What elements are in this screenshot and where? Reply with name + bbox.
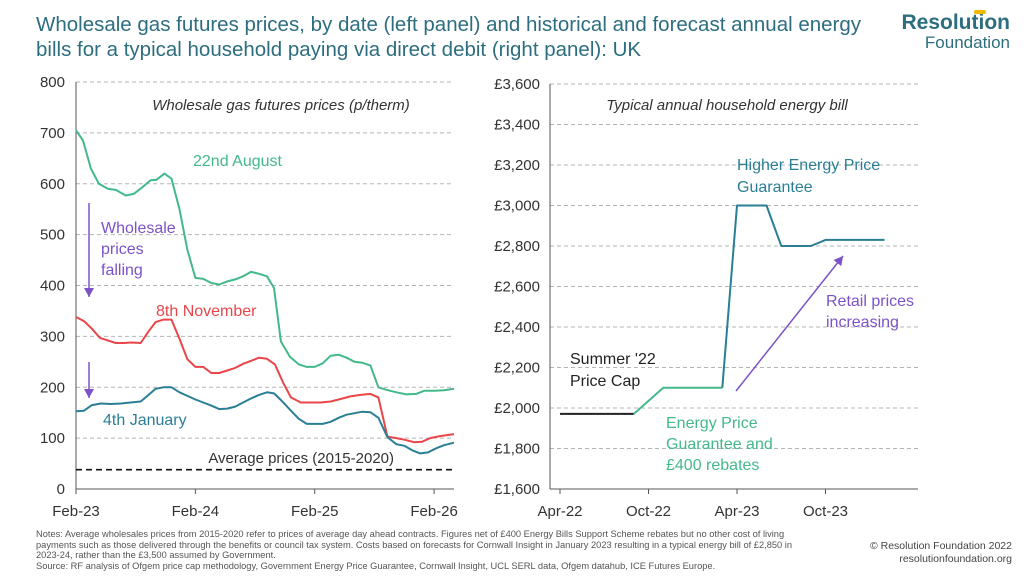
right-x-tick-label: Oct-23 xyxy=(803,503,848,520)
annotation-black: Summer '22 xyxy=(570,351,656,368)
annotation-wholesale-falling: Wholesale xyxy=(101,220,176,237)
resolution-foundation-logo: Resolution Foundation xyxy=(901,10,1011,52)
series-line-8th-november xyxy=(75,316,455,444)
left-y-tick-label: 800 xyxy=(40,74,65,91)
right-x-tick-label: Apr-22 xyxy=(537,503,582,520)
left-y-tick-label: 500 xyxy=(40,227,65,244)
left-y-tick-label: 200 xyxy=(40,379,65,396)
source-text: Source: RF analysis of Ofgem price cap m… xyxy=(36,560,716,571)
logo-accent xyxy=(974,10,986,14)
series-label: 8th November xyxy=(156,303,257,320)
right-y-tick-label: £3,200 xyxy=(494,157,540,174)
logo-line1: Resolution xyxy=(901,11,1011,34)
annotation-green: Guarantee and xyxy=(666,436,773,453)
left-y-tick-label: 100 xyxy=(40,430,65,447)
footer-notes: Notes: Average wholesales prices from 20… xyxy=(36,529,796,571)
left-y-tick-label: 600 xyxy=(40,176,65,193)
left-y-tick-label: 400 xyxy=(40,278,65,295)
left-y-tick-label: 300 xyxy=(40,328,65,345)
left-x-tick-label: Feb-25 xyxy=(291,503,339,520)
left-y-tick-label: 0 xyxy=(57,481,65,498)
annotation-black: Price Cap xyxy=(570,373,640,390)
right-y-tick-label: £2,600 xyxy=(494,279,540,296)
left-x-tick-label: Feb-23 xyxy=(52,503,100,520)
annotation-green: £400 rebates xyxy=(666,457,759,474)
series-line-22nd-august xyxy=(75,129,455,396)
right-y-tick-label: £3,400 xyxy=(494,117,540,134)
right-y-tick-label: £1,800 xyxy=(494,441,540,458)
right-y-tick-label: £2,800 xyxy=(494,238,540,255)
arrow-8nov-to-4jan-head xyxy=(84,389,94,398)
annotation-purple: Retail prices xyxy=(826,293,914,310)
arrow-retail-prices-increasing-shaft xyxy=(735,255,844,392)
annotation-teal: Higher Energy Price xyxy=(737,157,880,174)
series-label: 22nd August xyxy=(193,153,283,170)
arrow-retail-prices-increasing-head xyxy=(833,256,843,267)
right-x-tick-label: Apr-23 xyxy=(714,503,759,520)
right-x-tick-label: Oct-22 xyxy=(626,503,671,520)
right-y-tick-label: £2,400 xyxy=(494,319,540,336)
series-line-4th-january xyxy=(75,386,455,455)
annotation-green: Energy Price xyxy=(666,415,758,432)
right-y-tick-label: £2,000 xyxy=(494,400,540,417)
series-line-higher-energy-price-guarantee xyxy=(721,204,885,388)
right-y-tick-label: £3,600 xyxy=(494,76,540,93)
left-y-tick-label: 700 xyxy=(40,125,65,142)
right-y-tick-label: £2,200 xyxy=(494,360,540,377)
logo-line2: Foundation xyxy=(924,33,1010,52)
website-text: resolutionfoundation.org xyxy=(899,553,1012,565)
left-x-tick-label: Feb-24 xyxy=(172,503,220,520)
left-x-tick-label: Feb-26 xyxy=(410,503,458,520)
annotation-wholesale-falling: falling xyxy=(101,262,143,279)
series-line-energy-price-guarantee-and-400-rebates xyxy=(633,386,723,415)
arrow-22aug-to-8nov-head xyxy=(84,288,94,297)
series-label: 4th January xyxy=(103,412,187,429)
notes-text: Notes: Average wholesales prices from 20… xyxy=(36,529,793,561)
annotation-purple: increasing xyxy=(826,314,899,331)
annotation-teal: Guarantee xyxy=(737,179,813,196)
right-panel-title: Typical annual household energy bill xyxy=(606,97,848,114)
right-y-tick-label: £3,000 xyxy=(494,198,540,215)
chart-title: Wholesale gas futures prices, by date (l… xyxy=(36,13,862,61)
copyright-block: © Resolution Foundation 2022 resolutionf… xyxy=(870,540,1012,566)
right-y-tick-label: £1,600 xyxy=(494,481,540,498)
reference-line-label: Average prices (2015-2020) xyxy=(208,450,394,467)
annotation-wholesale-falling: prices xyxy=(101,241,144,258)
copyright-text: © Resolution Foundation 2022 xyxy=(869,540,1012,552)
left-panel-title: Wholesale gas futures prices (p/therm) xyxy=(152,97,410,114)
